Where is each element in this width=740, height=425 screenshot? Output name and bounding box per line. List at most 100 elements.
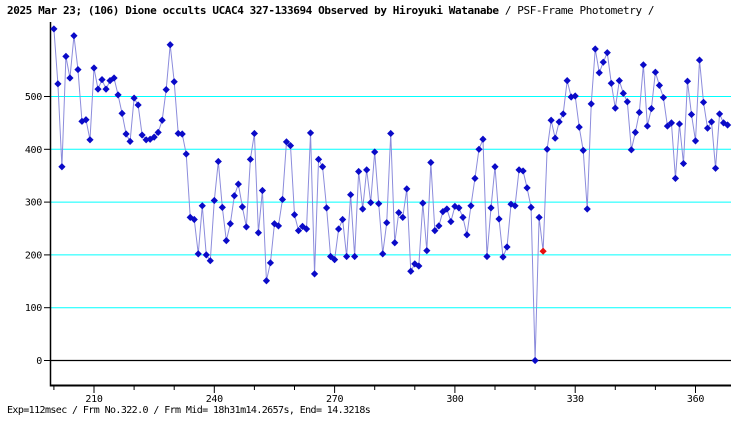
data-point [483,252,491,261]
grid-lines [50,96,731,309]
data-point [627,146,635,154]
data-point [535,213,543,222]
data-point [459,213,467,222]
data-point [126,137,134,145]
data-point [491,163,499,171]
data-point [178,130,186,138]
data-point [206,257,214,265]
data-point [715,110,724,118]
data-point [310,270,319,278]
data-point [347,191,355,199]
data-point [214,157,222,166]
data-point [451,202,459,210]
data-point [431,227,439,235]
data-point [419,199,427,207]
x-tick-label: 270 [326,394,343,405]
chart-title: 2025 Mar 23; (106) Dione occults UCAC4 3… [7,4,655,18]
data-point [635,108,643,116]
data-point [447,218,455,226]
data-point [138,131,146,139]
data-point [479,135,487,143]
data-point [258,186,267,195]
data-point [443,205,451,213]
data-point [575,123,583,131]
data-point [471,174,479,182]
data-point [599,58,607,66]
data-point [687,110,696,119]
data-point [695,56,704,64]
data-point [531,356,539,365]
data-point [306,129,315,137]
data-point [367,199,375,207]
data-point [523,184,531,192]
data-point [659,93,668,102]
data-points [50,25,732,365]
data-point [182,150,190,158]
data-point [559,110,567,118]
data-point [359,205,367,213]
data-point [162,86,170,94]
data-point [587,100,595,108]
data-point [70,32,78,40]
data-point [619,89,627,97]
x-tick-label: 240 [206,394,223,405]
data-point [615,77,623,85]
data-point [234,180,242,188]
y-tick-label: 400 [25,145,42,156]
data-point [238,203,246,211]
data-point [395,209,403,217]
data-point [130,94,138,102]
data-point [495,215,503,223]
data-point [226,220,234,228]
data-point [339,215,347,224]
y-tick-label: 200 [25,250,42,261]
data-point [371,148,379,156]
status-bar: Exp=112msec / Frm No.322.0 / Frm Mid= 18… [7,405,371,416]
data-point [82,116,90,124]
data-point [407,267,415,275]
data-point [158,116,166,124]
y-tick-label: 100 [25,303,42,314]
data-point [170,78,178,86]
data-point [595,69,603,77]
data-point [391,239,399,247]
y-tick-label: 0 [36,356,42,367]
data-point [242,223,250,231]
data-point [503,243,511,251]
data-point [351,252,359,261]
data-point [603,49,611,57]
data-point [314,155,323,163]
data-point [403,185,411,193]
data-point [222,237,230,245]
data-point [302,225,311,233]
data-point [383,219,391,227]
light-curve-line [53,28,728,361]
data-point [254,229,263,237]
data-point [230,192,238,200]
data-point [134,101,142,109]
data-point [399,213,407,222]
data-point [655,81,664,90]
data-point [663,122,672,130]
data-point [551,134,559,142]
x-axis-ticks: 210 240 270 300 330 360 [53,386,705,405]
x-tick-label: 210 [85,394,102,405]
data-point [250,129,258,138]
data-point [202,251,210,259]
data-point [363,166,371,174]
data-point [102,85,110,93]
data-point [218,203,226,211]
data-point [671,174,680,182]
data-point [555,118,563,126]
data-point [643,122,651,130]
data-point [611,104,619,112]
data-point [282,138,291,146]
data-point [679,159,688,168]
data-point [150,133,158,141]
data-point [475,145,483,153]
data-point [675,120,684,128]
x-tick-label: 330 [567,394,584,405]
data-point [122,130,130,138]
data-point [190,215,198,224]
